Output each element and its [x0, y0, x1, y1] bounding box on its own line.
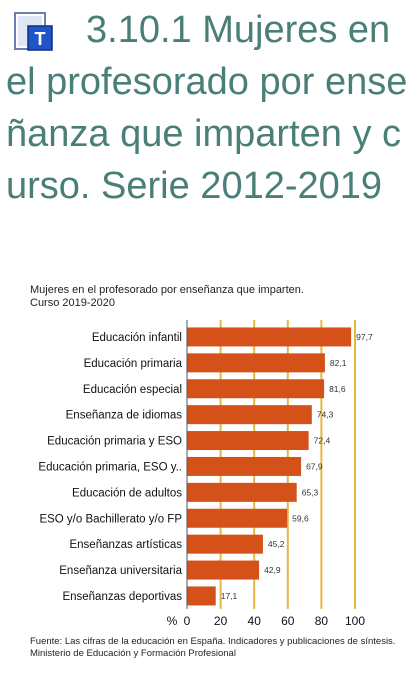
- bar: [187, 353, 325, 373]
- svg-text:T: T: [35, 29, 46, 49]
- bar: [187, 327, 352, 347]
- page-title: 3.10.1 Mujeres en el profesorado por ens…: [0, 4, 418, 212]
- value-label: 97,7: [356, 332, 373, 342]
- bar: [187, 508, 288, 528]
- x-tick-label: 80: [315, 614, 329, 626]
- bar: [187, 482, 297, 502]
- value-label: 82,1: [330, 358, 347, 368]
- bar-chart: Educación infantil 97,7 Educación primaria…: [38, 320, 373, 626]
- bar: [187, 456, 302, 476]
- category-label: Educación primaria: [84, 358, 183, 370]
- category-label: Enseñanzas artísticas: [69, 539, 182, 551]
- value-label: 59,6: [292, 513, 309, 523]
- x-axis-label: %: [167, 614, 178, 626]
- category-label: Educación especial: [83, 384, 182, 396]
- category-label: Educación infantil: [92, 332, 182, 344]
- value-label: 42,9: [264, 565, 281, 575]
- value-label: 67,9: [306, 461, 323, 471]
- category-label: Educación primaria, ESO y..: [38, 461, 182, 473]
- x-tick-label: 0: [184, 614, 191, 626]
- chart-title-line1: Mujeres en el profesorado por enseñanza …: [30, 284, 304, 296]
- value-label: 17,1: [221, 591, 238, 601]
- page-title-text: 3.10.1 Mujeres en el profesorado por ens…: [6, 9, 408, 207]
- chart-container: Mujeres en el profesorado por enseñanza …: [0, 276, 418, 680]
- x-tick-label: 100: [345, 614, 365, 626]
- x-tick-label: 60: [281, 614, 295, 626]
- category-label: Educación primaria y ESO: [47, 436, 182, 448]
- x-tick-label: 20: [214, 614, 228, 626]
- category-label: Enseñanza de idiomas: [66, 410, 183, 422]
- category-label: ESO y/o Bachillerato y/o FP: [39, 513, 182, 525]
- value-label: 74,3: [317, 410, 334, 420]
- chart-title: Mujeres en el profesorado por enseñanza …: [30, 284, 410, 310]
- value-label: 65,3: [302, 487, 319, 497]
- category-label: Enseñanza universitaria: [59, 565, 182, 577]
- x-tick-label: 40: [248, 614, 262, 626]
- bar: [187, 379, 325, 399]
- chart-title-line2: Curso 2019-2020: [30, 297, 116, 309]
- chart-source: Fuente: Las cifras de la educación en Es…: [30, 636, 396, 659]
- value-label: 81,6: [329, 384, 346, 394]
- value-label: 45,2: [268, 539, 285, 549]
- document-icon: T: [14, 12, 54, 52]
- category-label: Educación de adultos: [72, 487, 182, 499]
- bar: [187, 560, 260, 580]
- value-label: 72,4: [314, 436, 331, 446]
- bar: [187, 534, 263, 554]
- bar: [187, 431, 309, 451]
- bar: [187, 586, 216, 606]
- category-label: Enseñanzas deportivas: [62, 591, 182, 603]
- bar: [187, 405, 312, 425]
